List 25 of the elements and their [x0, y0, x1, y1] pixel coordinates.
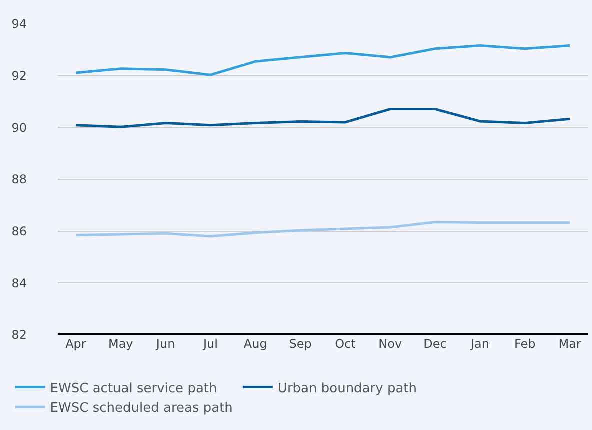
y-tick-label: 94 — [12, 17, 27, 32]
x-tick-label: Dec — [424, 337, 447, 351]
y-tick-label: 84 — [12, 276, 27, 290]
y-tick-label: 82 — [12, 328, 27, 342]
x-tick-label: Apr — [66, 337, 86, 351]
y-tick-label: 92 — [12, 69, 27, 84]
line-series — [74, 108, 572, 128]
y-tick-label: 86 — [12, 224, 27, 239]
x-tick-label: Jan — [470, 337, 490, 351]
x-tick-label: Feb — [514, 337, 536, 351]
x-tick-label: Aug — [244, 337, 268, 351]
x-tick-label: Jul — [202, 337, 218, 351]
x-tick-label: Nov — [378, 337, 402, 351]
line-series — [74, 44, 572, 76]
y-tick-label: 88 — [12, 172, 27, 187]
y-tick-label: 90 — [12, 120, 27, 135]
x-tick-label: Mar — [558, 337, 582, 351]
x-tick-label: May — [108, 337, 134, 351]
legend-label: EWSC scheduled areas path — [50, 401, 233, 416]
legend-label: EWSC actual service path — [50, 381, 218, 396]
x-tick-label: Oct — [335, 337, 356, 351]
x-tick-label: Jun — [155, 337, 176, 351]
legend-label: Urban boundary path — [278, 381, 418, 396]
line-series — [74, 221, 572, 238]
x-tick-label: Sep — [289, 337, 312, 351]
